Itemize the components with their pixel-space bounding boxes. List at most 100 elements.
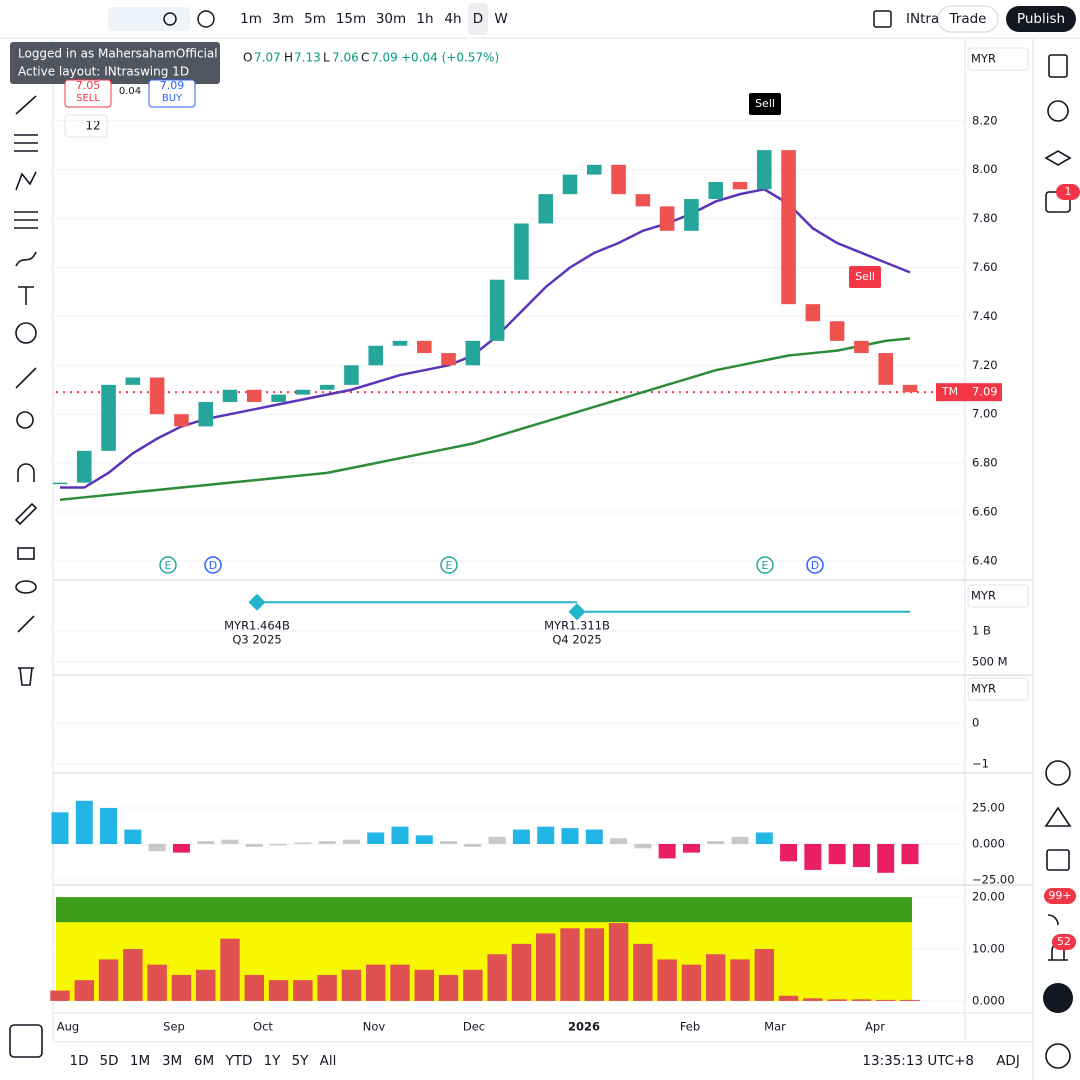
candle xyxy=(684,199,699,231)
range-button[interactable]: 1M xyxy=(130,1053,150,1069)
range-button[interactable]: 5Y xyxy=(292,1053,310,1069)
candle xyxy=(247,389,262,402)
range-button[interactable]: 3M xyxy=(162,1053,182,1069)
interval-button[interactable]: 4h xyxy=(444,11,461,27)
tool-icon[interactable] xyxy=(17,463,35,482)
range-button[interactable]: 6M xyxy=(194,1053,214,1069)
tool-icon[interactable] xyxy=(18,667,34,686)
range-button[interactable]: 1D xyxy=(70,1053,89,1069)
range-button[interactable]: 1Y xyxy=(264,1053,282,1069)
candle xyxy=(125,377,141,385)
interval-button[interactable]: 15m xyxy=(336,11,366,27)
active-interval xyxy=(468,3,488,35)
favorites[interactable] xyxy=(9,1024,43,1058)
volume-bar xyxy=(317,974,337,1001)
tool-icon[interactable] xyxy=(15,580,37,594)
volume-bar xyxy=(778,995,799,1001)
candle xyxy=(417,340,432,354)
background-band xyxy=(56,897,912,923)
badge xyxy=(1056,184,1080,200)
side-icon[interactable] xyxy=(1047,914,1059,926)
tool-icon[interactable] xyxy=(15,322,37,344)
histogram-bar xyxy=(634,843,652,849)
event-marker[interactable] xyxy=(159,556,177,574)
signal-label: Sell xyxy=(755,97,775,110)
buy-label: BUY xyxy=(162,93,183,104)
candle xyxy=(732,181,748,190)
interval-button[interactable]: 30m xyxy=(376,11,406,27)
volume-bar xyxy=(633,943,653,1001)
side-icon[interactable] xyxy=(1048,54,1068,78)
candle xyxy=(101,384,116,451)
apps-button[interactable] xyxy=(1043,983,1073,1013)
x-tick-label: 2026 xyxy=(568,1020,600,1034)
histogram-bar xyxy=(51,812,69,844)
signal-label: Sell xyxy=(855,270,875,283)
x-tick-label: Oct xyxy=(253,1020,273,1034)
currency-box[interactable] xyxy=(967,584,1029,608)
interval-button[interactable]: 1m xyxy=(240,11,262,27)
earnings-marker[interactable] xyxy=(568,603,586,621)
histogram-bar xyxy=(877,843,895,873)
sell-button[interactable] xyxy=(64,79,112,108)
event-marker[interactable] xyxy=(806,556,824,574)
event-marker[interactable] xyxy=(756,556,774,574)
interval-button[interactable]: 1h xyxy=(416,11,433,27)
range-button[interactable]: All xyxy=(320,1053,337,1069)
currency-box[interactable] xyxy=(967,47,1029,71)
layout-name[interactable]: INtra xyxy=(906,11,939,27)
y-tick-label: −1 xyxy=(972,756,989,770)
event-label: E xyxy=(762,559,769,572)
side-icon[interactable] xyxy=(1046,849,1070,871)
trade-button[interactable] xyxy=(937,5,999,33)
buy-button[interactable] xyxy=(148,79,196,108)
badge xyxy=(1052,934,1076,950)
tool-icon[interactable] xyxy=(14,211,38,229)
interval-button[interactable]: D xyxy=(473,11,483,27)
volume-bar xyxy=(341,969,362,1001)
add-symbol[interactable] xyxy=(197,10,215,28)
adj-toggle[interactable]: ADJ xyxy=(996,1053,1020,1069)
candle xyxy=(635,194,651,207)
earnings-marker[interactable] xyxy=(248,593,266,611)
histogram-bar xyxy=(901,843,919,865)
side-icon[interactable] xyxy=(1047,100,1069,122)
tool-icon[interactable] xyxy=(15,95,37,115)
side-icon[interactable] xyxy=(1045,1043,1071,1069)
event-marker[interactable] xyxy=(440,556,458,574)
tool-icon[interactable] xyxy=(18,286,34,305)
badges: 1 99+ 52 xyxy=(1044,184,1080,950)
range-button[interactable]: 5D xyxy=(100,1053,119,1069)
volume-bar xyxy=(123,949,143,1001)
volume-bar xyxy=(293,980,313,1001)
publish-button[interactable] xyxy=(1006,6,1076,32)
range-button[interactable]: YTD xyxy=(225,1053,253,1069)
candle xyxy=(781,150,796,305)
histogram-bar xyxy=(172,843,190,853)
layout-icon[interactable] xyxy=(873,10,892,28)
side-icon[interactable] xyxy=(1045,760,1071,786)
tool-icon[interactable] xyxy=(14,134,38,152)
tool-icon[interactable] xyxy=(15,171,37,191)
side-icon[interactable] xyxy=(1044,806,1072,827)
interval-button[interactable]: W xyxy=(494,11,507,27)
histogram-bar xyxy=(682,843,700,853)
x-tick-label: Sep xyxy=(163,1020,185,1034)
interval-button[interactable]: 3m xyxy=(272,11,294,27)
volume-bar xyxy=(390,964,410,1001)
interval-button[interactable]: 5m xyxy=(304,11,326,27)
tool-icon[interactable] xyxy=(15,251,37,267)
symbol-search[interactable] xyxy=(108,7,190,31)
currency-box[interactable] xyxy=(967,677,1029,701)
tool-icon[interactable] xyxy=(16,411,34,429)
candle xyxy=(77,450,92,483)
candle xyxy=(757,150,772,190)
event-marker[interactable] xyxy=(204,556,222,574)
tool-icon[interactable] xyxy=(17,547,35,560)
tool-icon[interactable] xyxy=(17,615,35,633)
side-icon[interactable] xyxy=(1044,150,1072,166)
tool-icon[interactable] xyxy=(15,367,37,389)
tool-icon[interactable] xyxy=(14,502,38,526)
